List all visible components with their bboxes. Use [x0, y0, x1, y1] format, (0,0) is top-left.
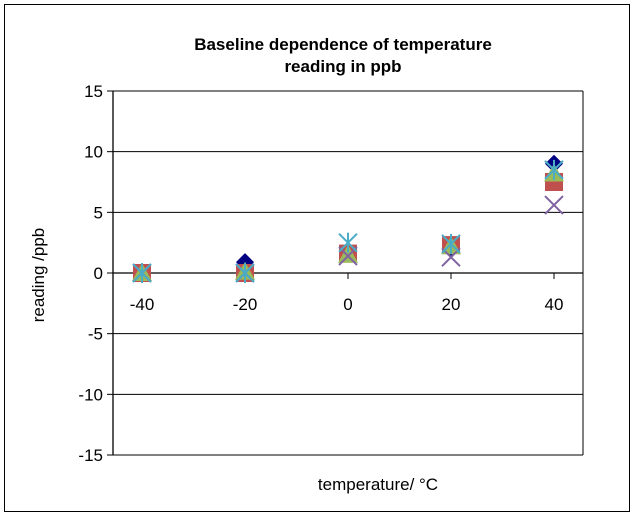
chart-title-line-2: reading in ppb: [284, 57, 401, 76]
x-axis-title: temperature/ °C: [318, 475, 438, 494]
y-tick-label-6: -15: [78, 446, 103, 465]
axes: [107, 90, 584, 456]
x-tick-label-4: 40: [545, 295, 564, 314]
y-tick-label-3: 0: [94, 264, 103, 283]
data-point-s4-p2: [338, 232, 358, 253]
y-tick-label-1: 10: [84, 143, 103, 162]
y-tick-label-4: -5: [88, 325, 103, 344]
data-point-s4-p1: [235, 263, 255, 283]
y-tick-labels: 15 10 5 0 -5 -10 -15: [78, 82, 103, 465]
y-axis-title: reading /ppb: [29, 228, 48, 323]
chart-title-line-1: Baseline dependence of temperature: [194, 35, 492, 54]
x-tick-labels: -40 -20 0 20 40: [130, 295, 564, 314]
data-point-s4-p3: [441, 233, 461, 254]
y-tick-label-2: 5: [94, 203, 103, 222]
x-tick-label-0: -40: [130, 295, 155, 314]
x-tick-label-1: -20: [233, 295, 258, 314]
x-tick-label-2: 0: [343, 295, 352, 314]
data-point-s3-p4: [544, 195, 564, 215]
data-point-s2-p2: [338, 244, 358, 263]
y-tick-label-5: -10: [78, 385, 103, 404]
grid-lines: [113, 90, 583, 456]
y-tick-label-0: 15: [84, 82, 103, 101]
chart-title: Baseline dependence of temperature readi…: [194, 35, 492, 76]
chart-frame: [4, 4, 630, 512]
data-point-s4-p0: [132, 263, 152, 283]
data-point-s4-p4: [544, 159, 564, 180]
x-tick-label-3: 20: [442, 295, 461, 314]
data-points: [132, 154, 564, 283]
